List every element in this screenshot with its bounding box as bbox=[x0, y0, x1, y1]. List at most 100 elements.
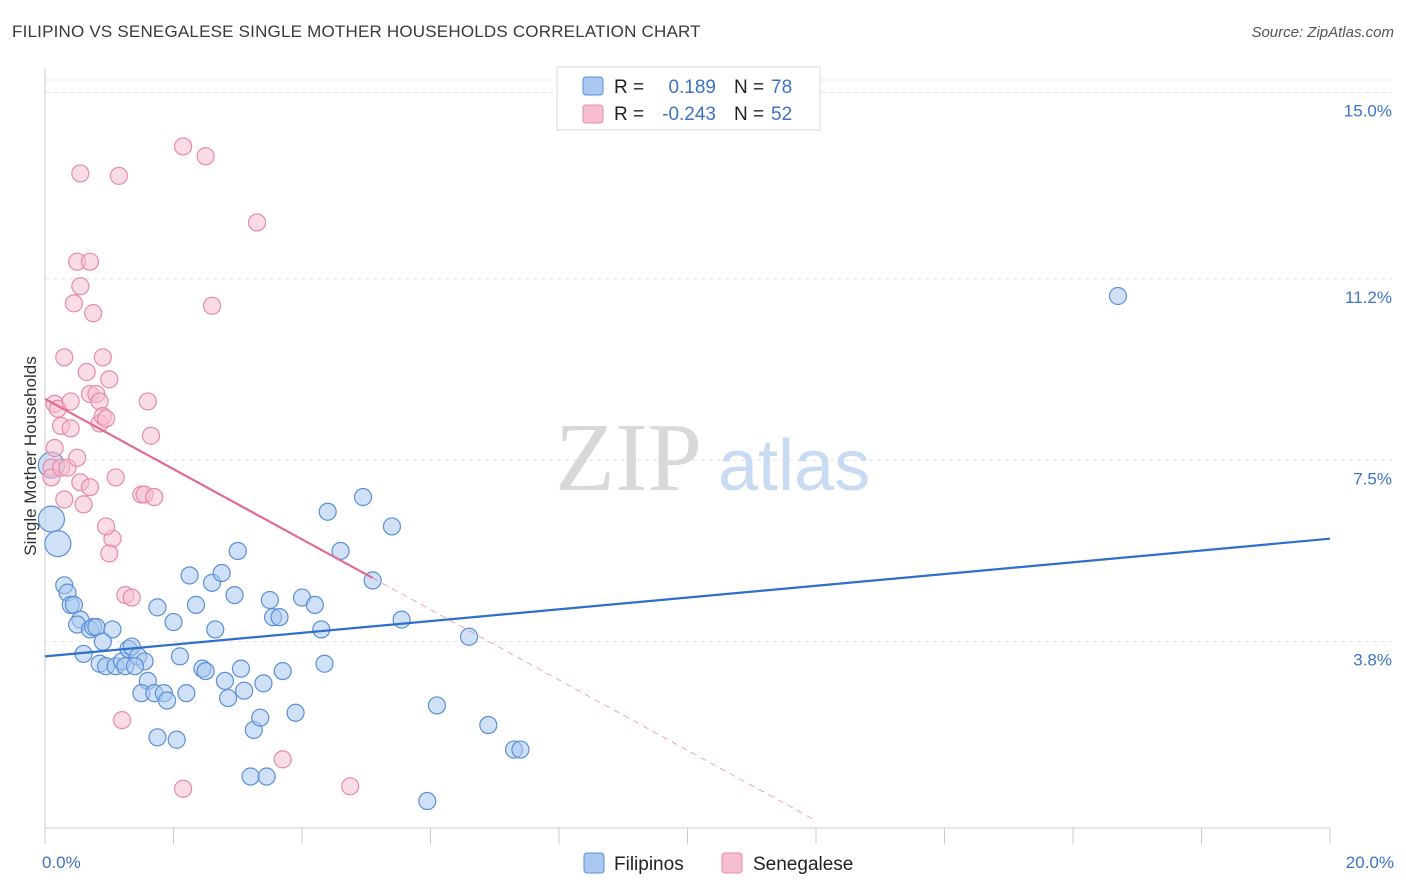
bottom-legend-senegalese: Senegalese bbox=[753, 854, 853, 875]
senegalese-point-43 bbox=[174, 137, 193, 156]
senegalese-point-18 bbox=[77, 362, 96, 382]
senegalese-point-47 bbox=[273, 750, 292, 769]
senegalese-point-33 bbox=[109, 166, 128, 185]
filipinos-point-64 bbox=[392, 610, 411, 629]
senegalese-point-39 bbox=[138, 392, 157, 411]
senegalese-point-46 bbox=[247, 213, 267, 232]
senegalese-trend-line bbox=[44, 398, 374, 579]
filipinos-point-59 bbox=[318, 502, 337, 521]
legend-n-value-1: 78 bbox=[771, 77, 792, 98]
watermark: ZIP atlas bbox=[555, 404, 870, 512]
y-axis-label: Single Mother Households bbox=[21, 356, 40, 555]
senegalese-points bbox=[42, 137, 360, 798]
senegalese-point-28 bbox=[96, 409, 116, 428]
filipinos-point-12 bbox=[103, 620, 122, 639]
senegalese-point-48 bbox=[341, 777, 360, 796]
senegalese-point-17 bbox=[74, 495, 93, 514]
trend-lines bbox=[44, 398, 1331, 822]
bottom-legend-filipinos: Filipinos bbox=[614, 854, 684, 875]
filipinos-point-30 bbox=[148, 598, 167, 617]
filipinos-point-24 bbox=[125, 657, 145, 676]
filipinos-point-71 bbox=[241, 767, 260, 786]
chart-title: FILIPINO VS SENEGALESE SINGLE MOTHER HOU… bbox=[12, 22, 701, 41]
senegalese-point-50 bbox=[96, 517, 116, 536]
filipinos-point-40 bbox=[212, 563, 231, 583]
senegalese-point-19 bbox=[80, 252, 100, 271]
senegalese-point-34 bbox=[112, 711, 132, 730]
filipinos-point-70 bbox=[418, 791, 437, 811]
legend: R = 0.189 N = 78 R = -0.243 N = 52 bbox=[556, 66, 821, 131]
legend-r-value-1: 0.189 bbox=[668, 77, 716, 98]
senegalese-point-10 bbox=[61, 392, 80, 411]
legend-n-label-1: N = bbox=[734, 77, 764, 98]
bottom-legend: Filipinos Senegalese bbox=[583, 852, 853, 875]
x-tick-labels: 0.0% 20.0% bbox=[42, 853, 1394, 872]
senegalese-point-49 bbox=[174, 779, 193, 798]
filipinos-point-72 bbox=[257, 767, 276, 786]
filipinos-point-74 bbox=[148, 728, 167, 747]
filipinos-point-2 bbox=[44, 530, 72, 558]
filipinos-point-58 bbox=[315, 654, 334, 673]
senegalese-point-12 bbox=[64, 294, 84, 313]
senegalese-point-41 bbox=[145, 487, 164, 507]
senegalese-point-40 bbox=[141, 426, 161, 445]
filipinos-point-66 bbox=[459, 627, 479, 646]
filipinos-point-29 bbox=[157, 691, 177, 710]
filipinos-point-49 bbox=[254, 674, 273, 693]
senegalese-point-42 bbox=[71, 164, 90, 183]
gridlines bbox=[45, 79, 1392, 643]
filipinos-point-48 bbox=[251, 708, 270, 727]
senegalese-point-32 bbox=[106, 468, 125, 487]
filipinos-point-46 bbox=[235, 681, 254, 700]
senegalese-point-7 bbox=[55, 490, 74, 509]
legend-swatch-senegalese bbox=[582, 104, 604, 124]
filipinos-point-54 bbox=[286, 703, 305, 722]
filipinos-point-75 bbox=[1108, 286, 1128, 306]
senegalese-point-8 bbox=[55, 348, 74, 367]
senegalese-point-24 bbox=[90, 392, 109, 411]
senegalese-point-29 bbox=[100, 370, 119, 389]
senegalese-point-21 bbox=[84, 304, 103, 323]
senegalese-point-44 bbox=[196, 147, 215, 166]
filipinos-point-31 bbox=[164, 612, 183, 632]
filipinos-point-65 bbox=[427, 696, 447, 715]
filipinos-point-1 bbox=[37, 505, 66, 533]
x-tick-label-0: 0.0% bbox=[42, 853, 81, 872]
filipinos-point-33 bbox=[177, 684, 196, 703]
bottom-legend-swatch-filipinos bbox=[583, 852, 605, 874]
filipinos-point-57 bbox=[312, 620, 331, 639]
legend-r-label-2: R = bbox=[614, 104, 644, 125]
watermark-atlas: atlas bbox=[718, 426, 870, 506]
filipinos-point-44 bbox=[228, 541, 247, 561]
y-tick-label-0: 3.8% bbox=[1353, 651, 1392, 670]
senegalese-point-11 bbox=[61, 419, 80, 438]
y-tick-label-2: 11.2% bbox=[1345, 288, 1392, 307]
senegalese-point-20 bbox=[80, 478, 100, 497]
watermark-zip: ZIP bbox=[555, 404, 702, 512]
senegalese-trend-extension bbox=[372, 577, 817, 822]
senegalese-point-13 bbox=[68, 448, 87, 467]
senegalese-point-2 bbox=[45, 438, 64, 458]
filipinos-point-32 bbox=[170, 647, 190, 666]
y-tick-label-3: 15.0% bbox=[1344, 102, 1392, 121]
filipinos-points bbox=[37, 286, 1128, 811]
senegalese-point-45 bbox=[202, 296, 222, 315]
filipinos-point-73 bbox=[167, 730, 186, 749]
bottom-legend-swatch-senegalese bbox=[721, 852, 743, 874]
filipinos-point-52 bbox=[270, 608, 289, 627]
filipinos-point-43 bbox=[225, 585, 244, 605]
x-tick-label-1: 20.0% bbox=[1346, 853, 1394, 872]
filipinos-point-37 bbox=[196, 661, 215, 681]
filipinos-point-67 bbox=[479, 715, 498, 735]
y-tick-label-1: 7.5% bbox=[1353, 469, 1392, 488]
filipinos-point-56 bbox=[305, 595, 324, 615]
axes bbox=[44, 68, 1331, 844]
filipinos-point-41 bbox=[215, 671, 234, 691]
filipinos-point-39 bbox=[206, 620, 225, 639]
senegalese-point-27 bbox=[93, 348, 112, 367]
filipinos-point-35 bbox=[186, 595, 206, 615]
chart-source: Source: ZipAtlas.com bbox=[1251, 24, 1394, 41]
filipinos-point-45 bbox=[231, 659, 251, 678]
legend-n-label-2: N = bbox=[734, 104, 764, 125]
